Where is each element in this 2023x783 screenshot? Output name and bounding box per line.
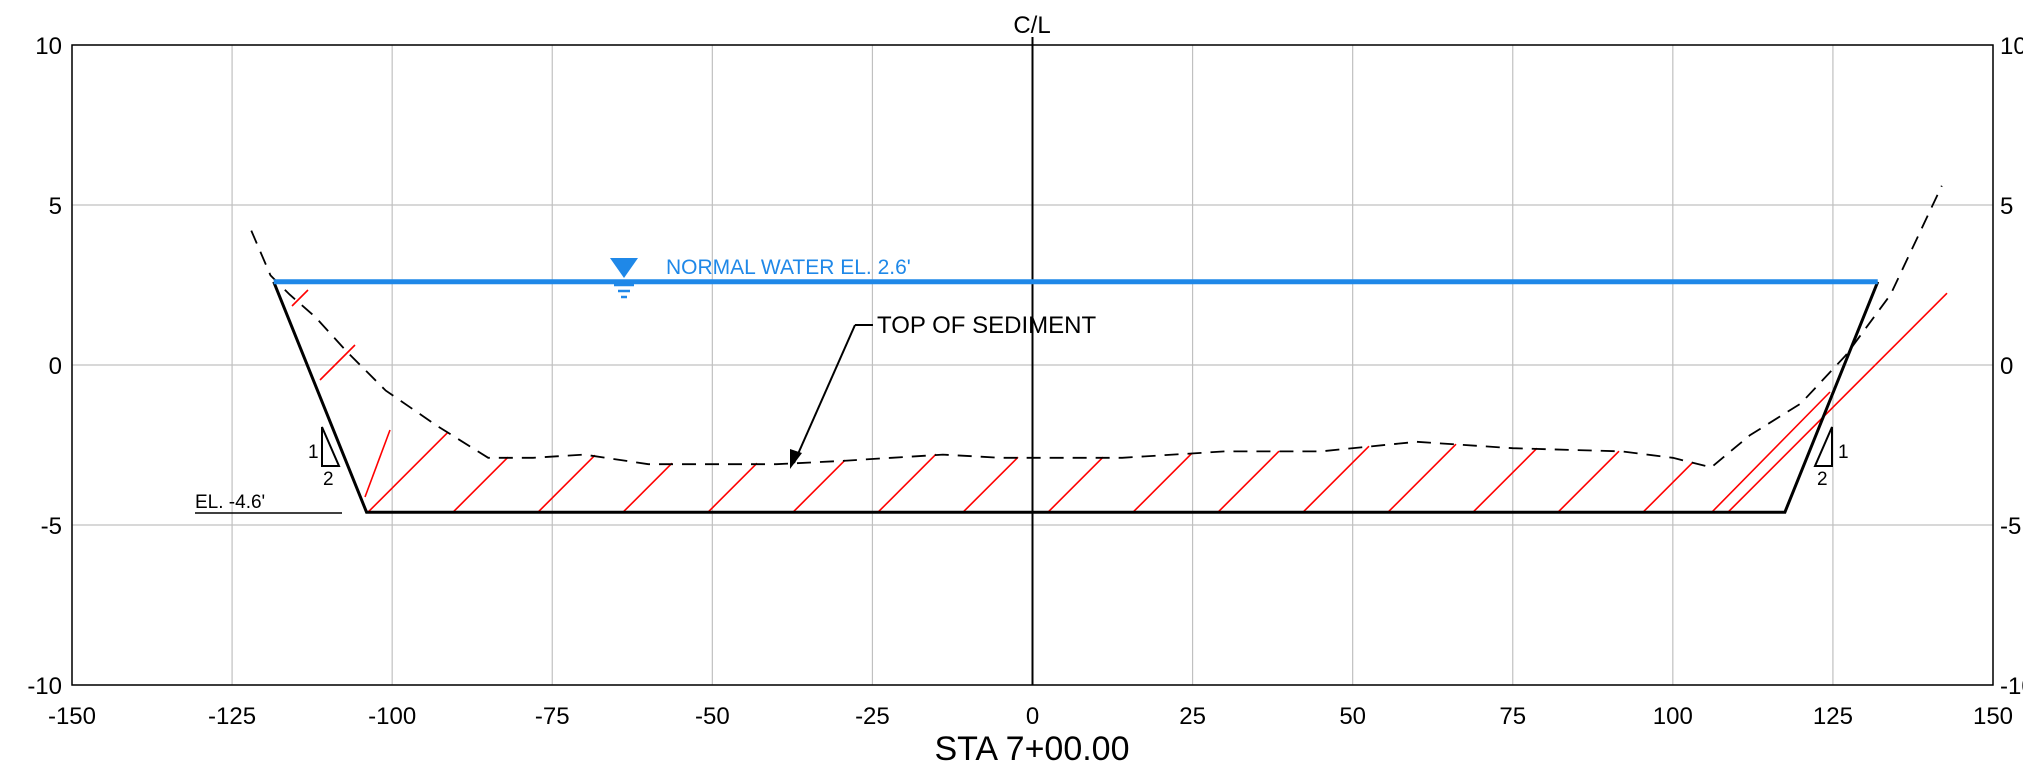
y-tick-label-left: 10 (35, 33, 62, 60)
hatch-line (537, 454, 596, 513)
y-tick-label-left: -5 (41, 513, 62, 540)
design-section-line (272, 281, 1880, 514)
section-title: STA 7+00.00 (934, 730, 1129, 768)
hatch-line (962, 456, 1019, 513)
x-tick-label: -100 (368, 703, 416, 730)
hatch-line (367, 431, 449, 513)
hatch-line (364, 429, 391, 498)
y-tick-label-right: -5 (2000, 513, 2021, 540)
hatch-line (1047, 456, 1104, 513)
sediment-leader (790, 324, 873, 469)
x-tick-label: 150 (1973, 703, 2013, 730)
hatch-line (319, 344, 356, 381)
left-slope-indicator: 1 2 (308, 426, 341, 490)
sediment-surface-line (250, 185, 1943, 469)
x-tick-label: -50 (695, 703, 730, 730)
y-tick-label-left: 0 (49, 353, 62, 380)
hatch-line (1711, 391, 1831, 513)
hatch-line (1727, 292, 1948, 513)
y-tick-label-right: -10 (2000, 673, 2023, 700)
y-tick-label-right: 10 (2000, 33, 2023, 60)
water-elevation-label: NORMAL WATER EL. 2.6' (666, 256, 911, 279)
x-tick-label: 75 (1499, 703, 1526, 730)
x-tick-label: -150 (48, 703, 96, 730)
hatch-line (877, 453, 937, 513)
x-tick-label: -125 (208, 703, 256, 730)
y-tick-label-right: 5 (2000, 193, 2013, 220)
hatch-line (1132, 452, 1193, 513)
hatch-line (1472, 447, 1538, 513)
hatch-line (452, 456, 509, 513)
y-tick-label-right: 0 (2000, 353, 2013, 380)
left-slope-rise: 1 (308, 442, 319, 463)
sediment-label: TOP OF SEDIMENT (877, 312, 1096, 339)
hatch-line (1557, 450, 1620, 513)
right-slope-run: 2 (1817, 469, 1828, 490)
x-tick-label: 50 (1339, 703, 1366, 730)
x-tick-label: 25 (1179, 703, 1206, 730)
x-tick-label: -75 (535, 703, 570, 730)
x-tick-label: 100 (1653, 703, 1693, 730)
y-tick-label-left: -10 (27, 673, 62, 700)
left-slope-run: 2 (323, 469, 334, 490)
right-slope-indicator: 1 2 (1813, 426, 1849, 490)
right-slope-rise: 1 (1838, 442, 1849, 463)
hatch-line (1217, 450, 1280, 513)
hatch-line (291, 289, 309, 307)
hatch-line (1387, 443, 1457, 513)
x-tick-label: 0 (1026, 703, 1039, 730)
hatch-line (1302, 445, 1370, 513)
y-tick-label-left: 5 (49, 193, 62, 220)
centerline-label: C/L (1013, 12, 1050, 39)
hatch-line (1642, 461, 1694, 513)
x-tick-label: -25 (855, 703, 890, 730)
x-tick-label: 125 (1813, 703, 1853, 730)
hatch-line (622, 462, 673, 513)
water-level-symbol (610, 258, 638, 299)
sediment-hatching (291, 289, 1948, 513)
hatch-line (707, 462, 758, 513)
bottom-elevation-label: EL. -4.6' (195, 492, 265, 513)
hatch-line (792, 459, 846, 513)
